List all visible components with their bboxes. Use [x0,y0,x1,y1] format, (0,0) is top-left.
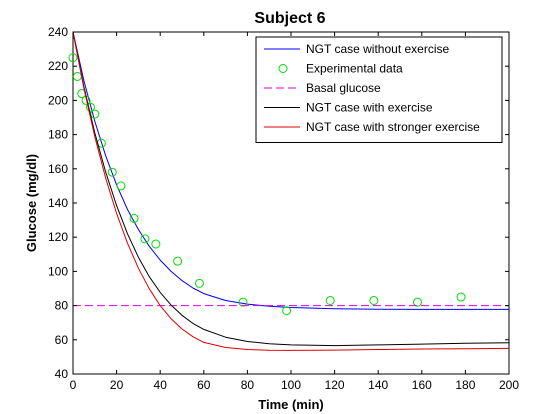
series-1 [72,31,509,310]
data-point [173,256,183,266]
legend: NGT case without exercise Experimental da… [255,36,503,143]
y-tick-label: 160 [48,162,68,176]
data-point [151,239,161,249]
x-axis-label: Time (min) [258,397,324,412]
data-point [68,53,78,63]
x-tick-label: 40 [154,378,168,392]
x-tick-label: 200 [499,378,519,392]
series-line [72,31,509,310]
series-line [72,31,510,351]
x-tick-label: 0 [70,378,77,392]
x-tick-label: 100 [281,378,301,392]
legend-label: Basal glucose [306,81,381,95]
data-point [238,297,248,307]
x-tick-label: 140 [368,378,388,392]
series-5 [72,31,510,351]
y-tick-label: 40 [55,367,69,381]
y-tick-label: 180 [48,128,68,142]
data-point [116,181,126,191]
legend-label: NGT case with exercise [306,101,433,115]
x-tick-label: 80 [241,378,255,392]
series-4 [72,31,510,347]
y-tick-label: 100 [48,264,68,278]
chart-title: Subject 6 [254,10,325,27]
legend-marker [278,64,288,73]
data-point [85,102,95,112]
legend-box [255,36,503,143]
series-layer [68,31,510,351]
data-point [140,234,150,244]
data-point [107,167,117,177]
y-tick-label: 80 [55,299,69,313]
x-tick-label: 180 [455,378,475,392]
x-tick-label: 60 [197,378,211,392]
x-tick-label: 160 [412,378,432,392]
x-tick-label: 20 [110,378,124,392]
legend-item: NGT case with exercise [264,101,433,115]
y-axis-label: Glucose (mg/dl) [24,154,39,252]
series-line [72,31,510,347]
legend-item: NGT case with stronger exercise [264,120,480,134]
y-tick-label: 140 [48,196,68,210]
y-tick-label: 200 [48,93,68,107]
y-tick-label: 120 [48,230,68,244]
data-point [456,292,466,302]
data-point [194,278,204,288]
legend-label: NGT case without exercise [306,42,449,56]
legend-label: NGT case with stronger exercise [306,120,480,134]
ticks-layer: 0 20 40 60 80 100 120 140 160 180 200 40 60 80 100 120 1… [48,25,519,392]
y-tick-label: 240 [48,25,68,39]
legend-item: Experimental data [278,62,403,76]
y-tick-label: 60 [55,333,69,347]
data-point [325,295,335,305]
legend-item: NGT case without exercise [264,42,449,56]
y-tick-label: 220 [48,59,68,73]
data-point [282,306,292,316]
legend-label: Experimental data [306,62,403,76]
data-point [129,213,139,223]
data-point [412,297,422,307]
data-point [369,295,379,305]
legend-item: Basal glucose [264,81,381,95]
x-tick-label: 120 [325,378,345,392]
